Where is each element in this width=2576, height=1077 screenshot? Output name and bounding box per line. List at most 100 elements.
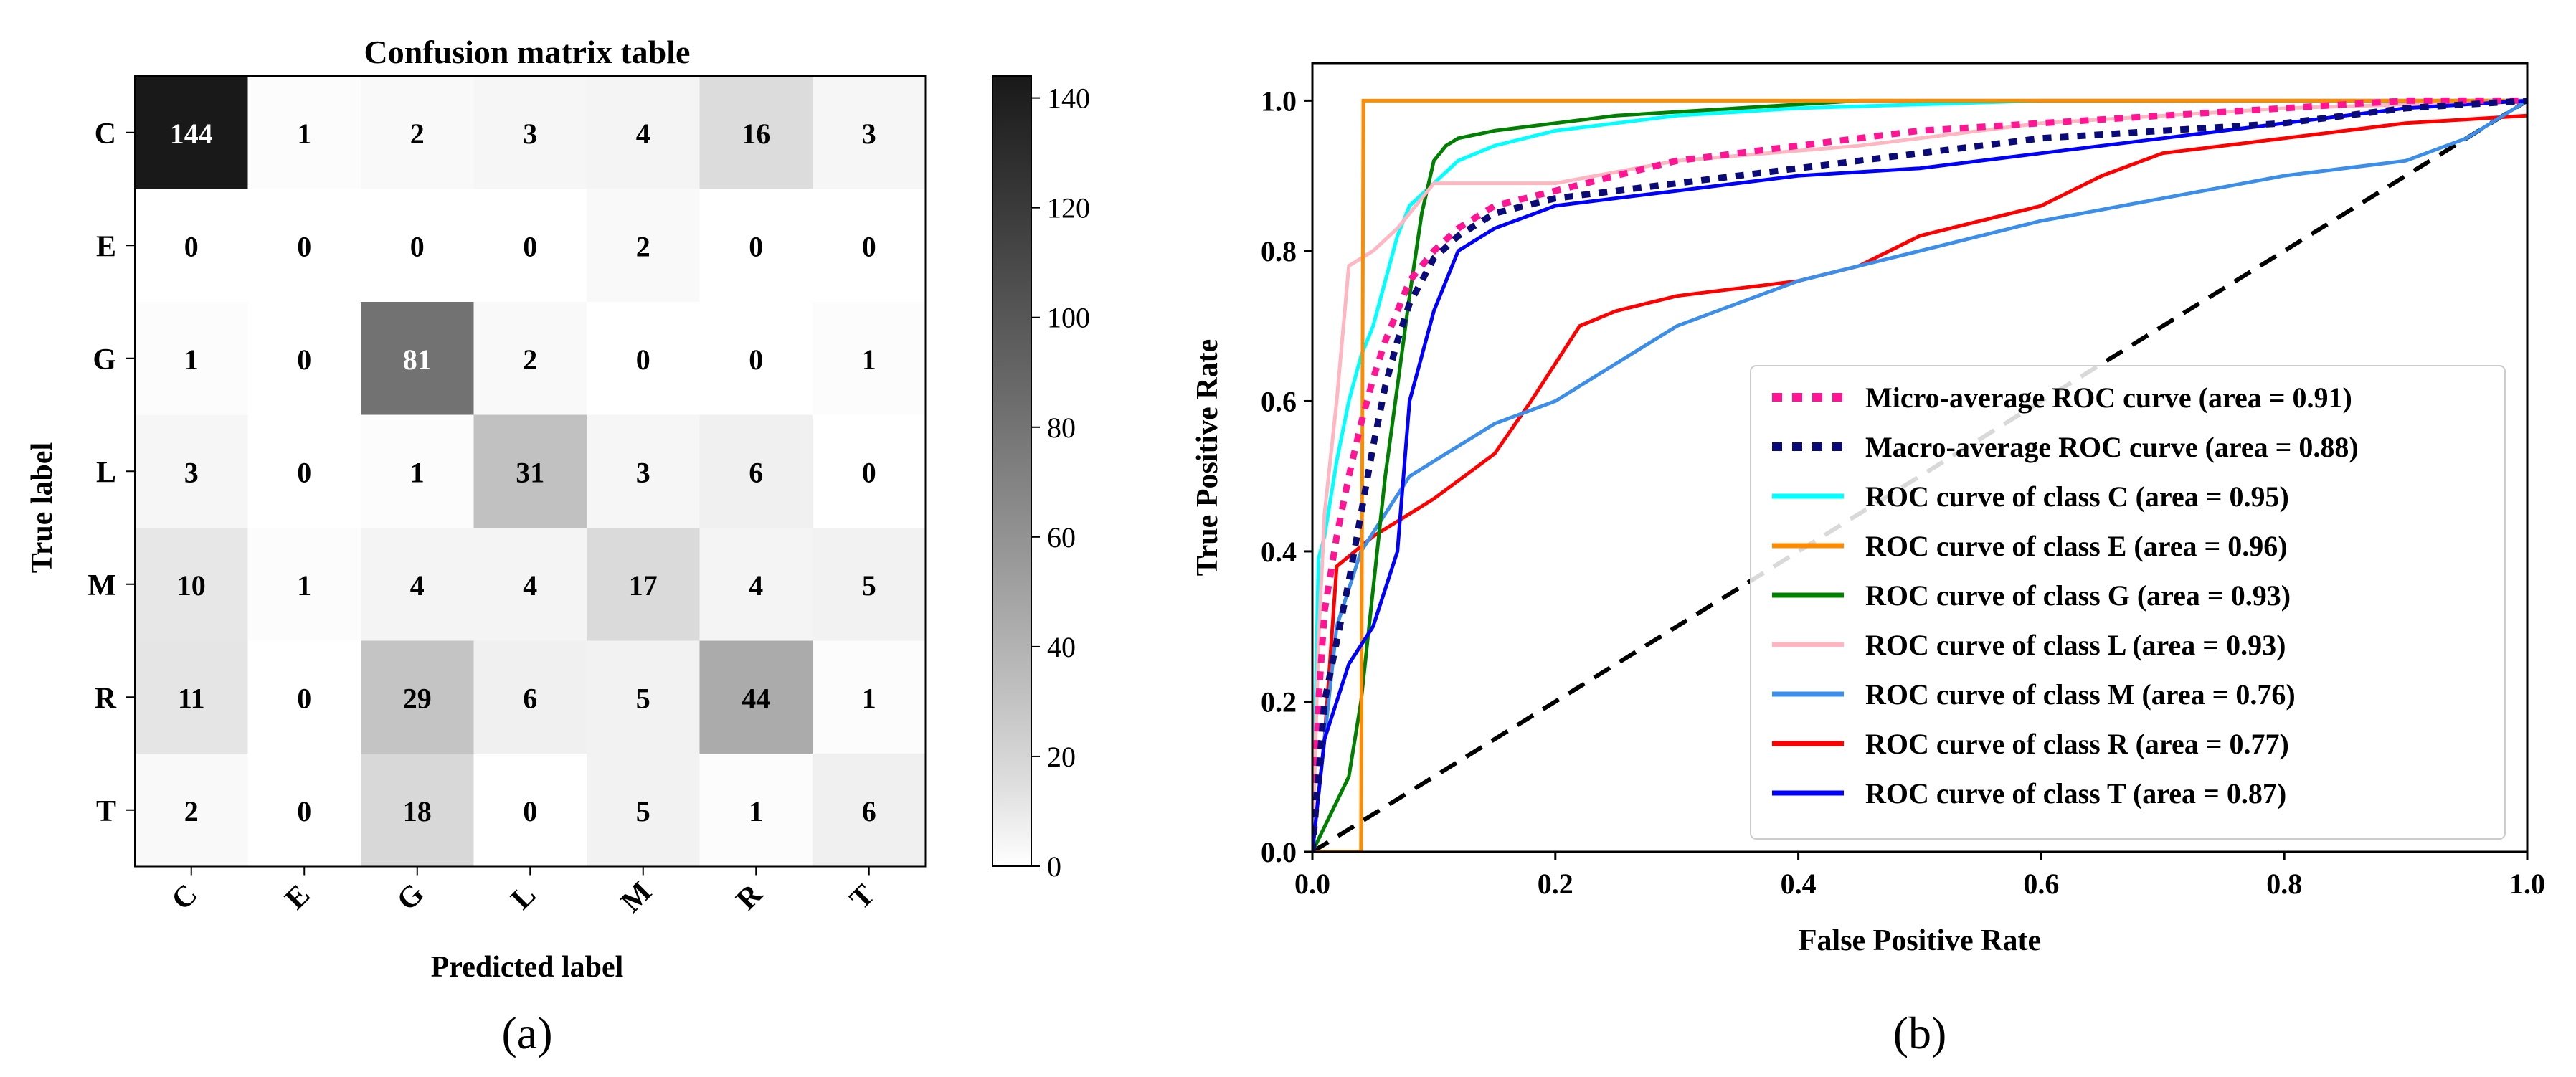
- cm-cell-value: 0: [297, 456, 311, 488]
- cm-cell-value: 0: [749, 343, 763, 376]
- cm-cell-M-C: [135, 528, 248, 641]
- cm-cell-value: 0: [297, 230, 311, 262]
- cm-cell-R-E: [247, 640, 361, 754]
- cm-cell-C-G: [361, 76, 474, 189]
- cm-cell-value: 2: [184, 795, 199, 827]
- legend-label: ROC curve of class R (area = 0.77): [1865, 728, 2289, 760]
- roc-y-axis-label: True Positive Rate: [1191, 339, 1224, 576]
- cm-cell-value: 0: [523, 230, 537, 262]
- roc-line-5: [1312, 98, 2527, 852]
- cm-cell-value: 1: [410, 456, 425, 488]
- roc-y-tick-label: 0.0: [1261, 836, 1297, 868]
- cm-cell-M-M: [587, 528, 700, 641]
- colorbar-bar: [992, 75, 1032, 867]
- roc-x-axis-label: False Positive Rate: [1799, 924, 2041, 957]
- cm-cell-G-L: [473, 302, 587, 415]
- cm-cell-value: 4: [410, 569, 425, 602]
- cm-x-tick-label: M: [615, 876, 658, 919]
- cm-cell-value: 2: [410, 118, 425, 150]
- cm-cell-value: 11: [178, 682, 205, 714]
- cm-cell-C-M: [587, 76, 700, 189]
- cm-cell-G-R: [699, 302, 813, 415]
- roc-line-7: [1312, 113, 2527, 852]
- cm-cell-C-L: [473, 76, 587, 189]
- roc-x-tick-label: 0.4: [1781, 868, 1817, 900]
- cm-x-tick-label: L: [505, 878, 542, 916]
- cm-cell-R-M: [587, 640, 700, 754]
- cm-cell-value: 1: [184, 343, 199, 376]
- cm-cell-R-T: [813, 640, 926, 754]
- cm-cell-L-T: [813, 414, 926, 528]
- cm-cell-value: 4: [749, 569, 763, 602]
- cm-cell-value: 5: [636, 795, 650, 827]
- cm-cell-value: 18: [403, 795, 432, 827]
- cm-x-tick-label: T: [843, 878, 881, 916]
- cm-cell-R-G: [361, 640, 474, 754]
- confusion-matrix-panel: Confusion matrix table 144 1 2 3 4 16 30 0 0 0 2 0 0…: [26, 34, 1090, 1058]
- cm-cell-value: 1: [862, 682, 876, 714]
- cm-cell-E-T: [813, 189, 926, 303]
- cm-cell-G-T: [813, 302, 926, 415]
- roc-line-0: [1312, 97, 2527, 852]
- cm-cell-value: 0: [297, 682, 311, 714]
- roc-line-9: [1312, 98, 2527, 852]
- roc-legend: Micro-average ROC curve (area = 0.91) Mac…: [1750, 365, 2506, 840]
- cm-cell-value: 144: [170, 118, 213, 150]
- cm-cell-value: 6: [862, 795, 876, 827]
- cm-cell-value: 1: [297, 118, 311, 150]
- cm-cell-value: 44: [742, 682, 770, 714]
- cm-cell-value: 6: [749, 456, 763, 488]
- legend-label: ROC curve of class M (area = 0.76): [1865, 678, 2296, 711]
- roc-x-tick-label: 0.6: [2023, 868, 2059, 900]
- colorbar-tick-label: 100: [1047, 302, 1090, 334]
- roc-x-tick-label: 0.8: [2266, 868, 2302, 900]
- roc-line-4: [1312, 98, 2527, 852]
- cm-cell-value: 0: [297, 795, 311, 827]
- cm-cell-value: 1: [749, 795, 763, 827]
- cm-y-tick-label: M: [87, 569, 116, 602]
- cm-cell-value: 0: [636, 343, 650, 376]
- legend-label: ROC curve of class C (area = 0.95): [1865, 480, 2289, 513]
- cm-cell-L-R: [699, 414, 813, 528]
- cm-cell-C-E: [247, 76, 361, 189]
- legend-label: ROC curve of class L (area = 0.93): [1865, 629, 2286, 661]
- cm-cell-R-L: [473, 640, 587, 754]
- cm-y-tick-label: R: [95, 682, 117, 715]
- cm-y-tick-label: L: [96, 456, 116, 489]
- cm-cell-R-R: [699, 640, 813, 754]
- cm-cell-value: 81: [403, 343, 432, 376]
- cm-cell-G-M: [587, 302, 700, 415]
- cm-cell-value: 29: [403, 682, 432, 714]
- cm-cell-value: 0: [184, 230, 199, 262]
- colorbar-tick-label: 120: [1047, 192, 1090, 224]
- cm-cell-value: 17: [629, 569, 658, 602]
- cm-cell-T-L: [473, 754, 587, 867]
- cm-cell-M-T: [813, 528, 926, 641]
- roc-plot-frame: [1311, 62, 2529, 853]
- cm-cell-G-E: [247, 302, 361, 415]
- cm-cell-T-R: [699, 754, 813, 867]
- cm-cell-value: 0: [523, 795, 537, 827]
- cm-cell-M-R: [699, 528, 813, 641]
- cm-cell-value: 0: [297, 343, 311, 376]
- cm-cell-L-E: [247, 414, 361, 528]
- roc-y-tick-label: 0.6: [1261, 385, 1297, 417]
- cm-y-axis-label: True label: [26, 442, 59, 573]
- cm-y-tick-label: E: [96, 230, 116, 263]
- cm-cell-value: 31: [516, 456, 544, 488]
- roc-line-6: [1312, 99, 2527, 852]
- cm-y-tick-label: C: [95, 118, 116, 151]
- cm-x-tick-label: E: [279, 878, 316, 916]
- roc-y-tick-label: 0.2: [1261, 685, 1297, 718]
- cm-cell-value: 3: [636, 456, 650, 488]
- cm-cell-value: 5: [862, 569, 876, 602]
- cm-x-tick-label: G: [391, 877, 431, 917]
- cm-cell-T-E: [247, 754, 361, 867]
- legend-label: ROC curve of class E (area = 0.96): [1865, 530, 2288, 562]
- cm-cell-R-C: [135, 640, 248, 754]
- colorbar-tick-label: 20: [1047, 741, 1076, 773]
- cm-cell-G-G: [361, 302, 474, 415]
- roc-series: [1312, 97, 2527, 852]
